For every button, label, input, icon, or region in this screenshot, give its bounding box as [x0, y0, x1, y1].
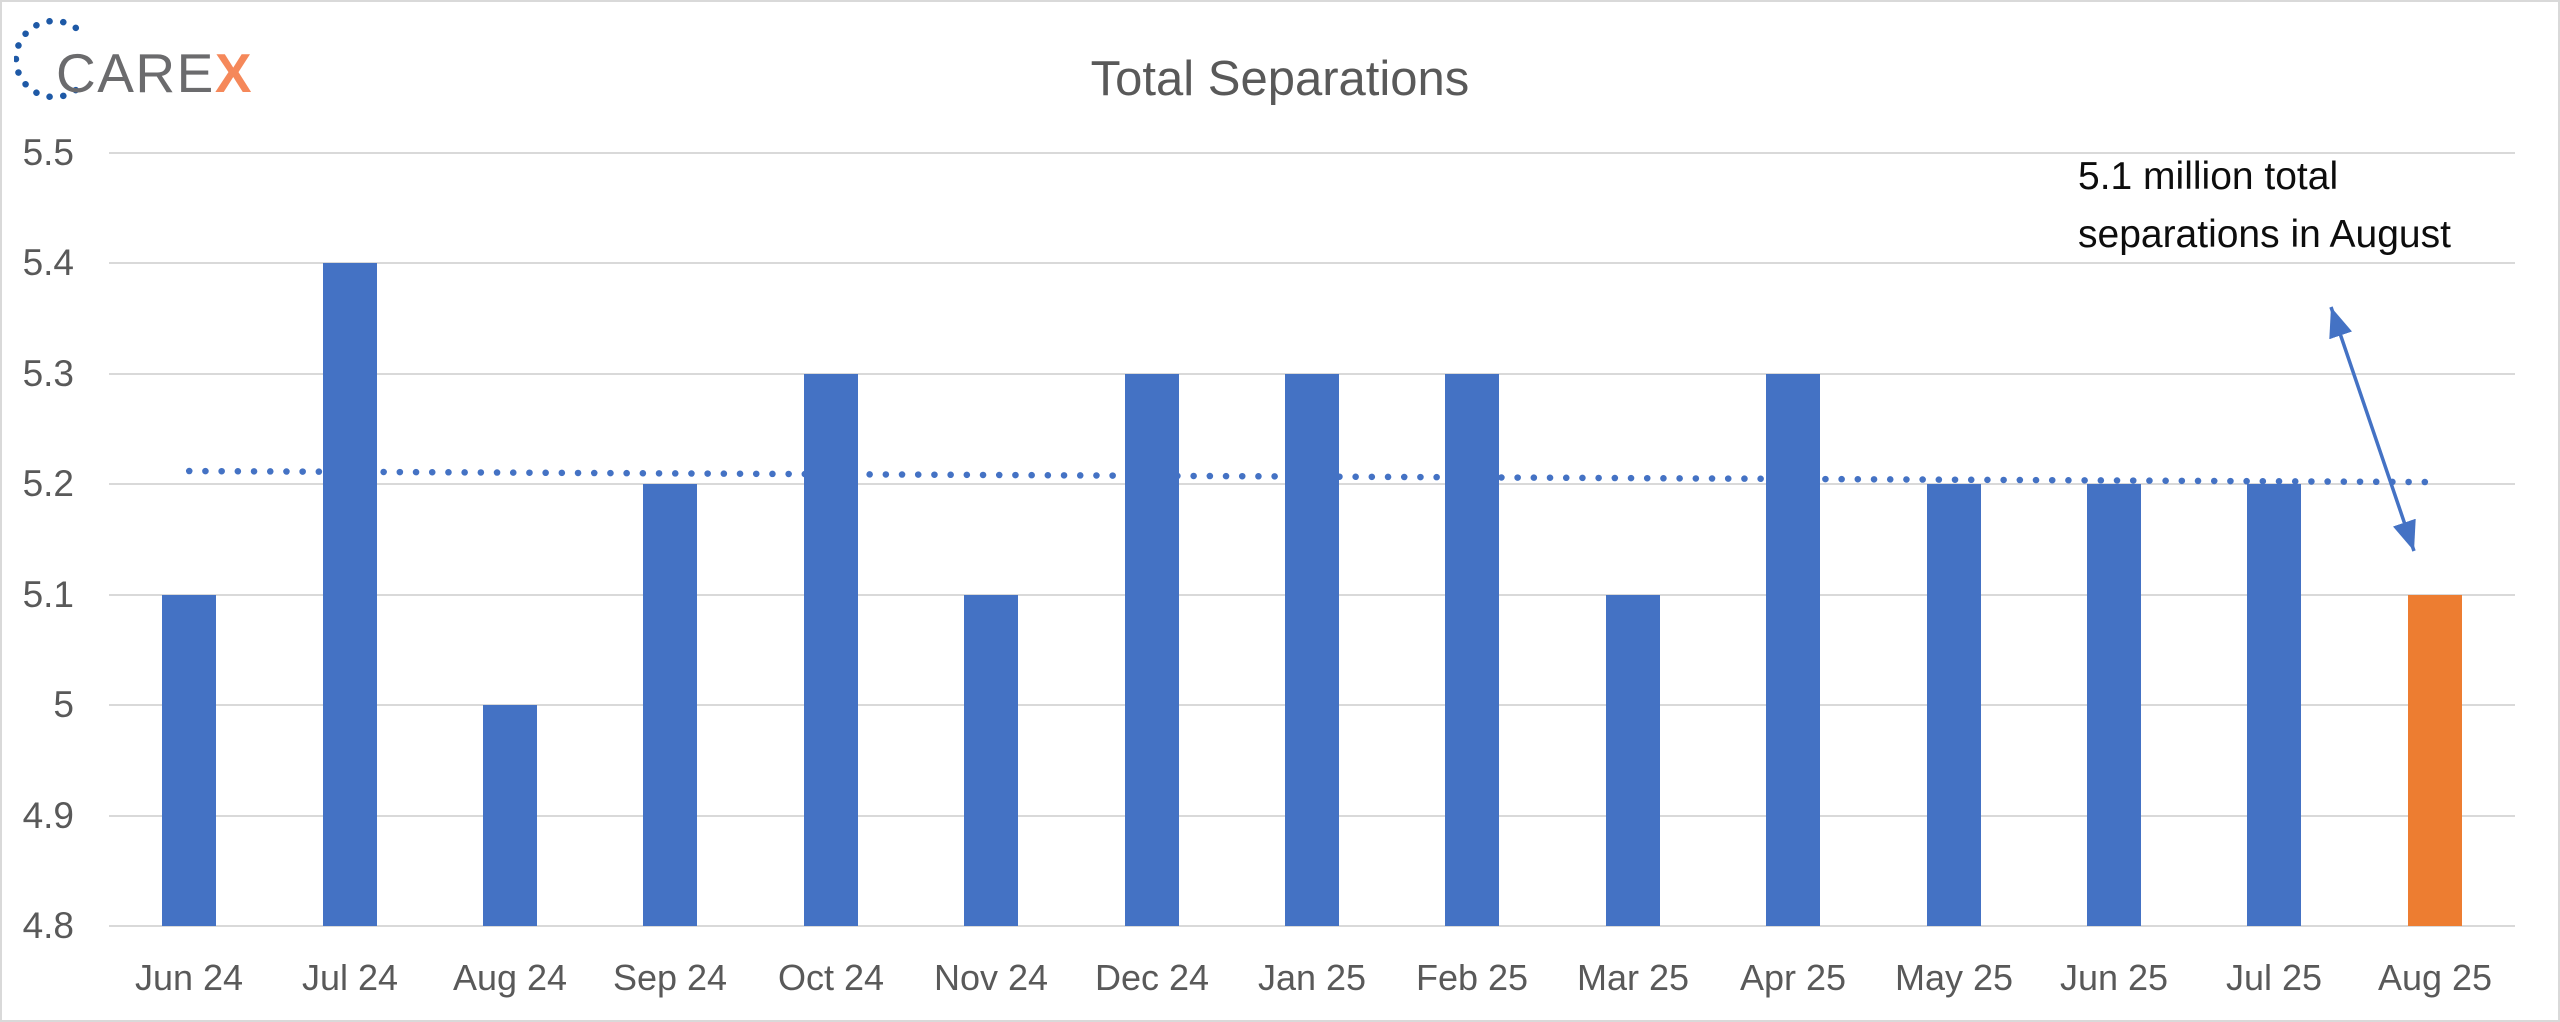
logo-text-main: CARE [56, 42, 215, 104]
logo-text: CAREX [56, 46, 252, 101]
logo-dotted-circle-icon [14, 17, 80, 101]
logo-text-accent: X [214, 42, 252, 104]
carex-logo: CAREX [14, 10, 252, 110]
chart-title: Total Separations [1090, 52, 1470, 106]
annotation-text: 5.1 million total separations in August [2078, 155, 2451, 256]
